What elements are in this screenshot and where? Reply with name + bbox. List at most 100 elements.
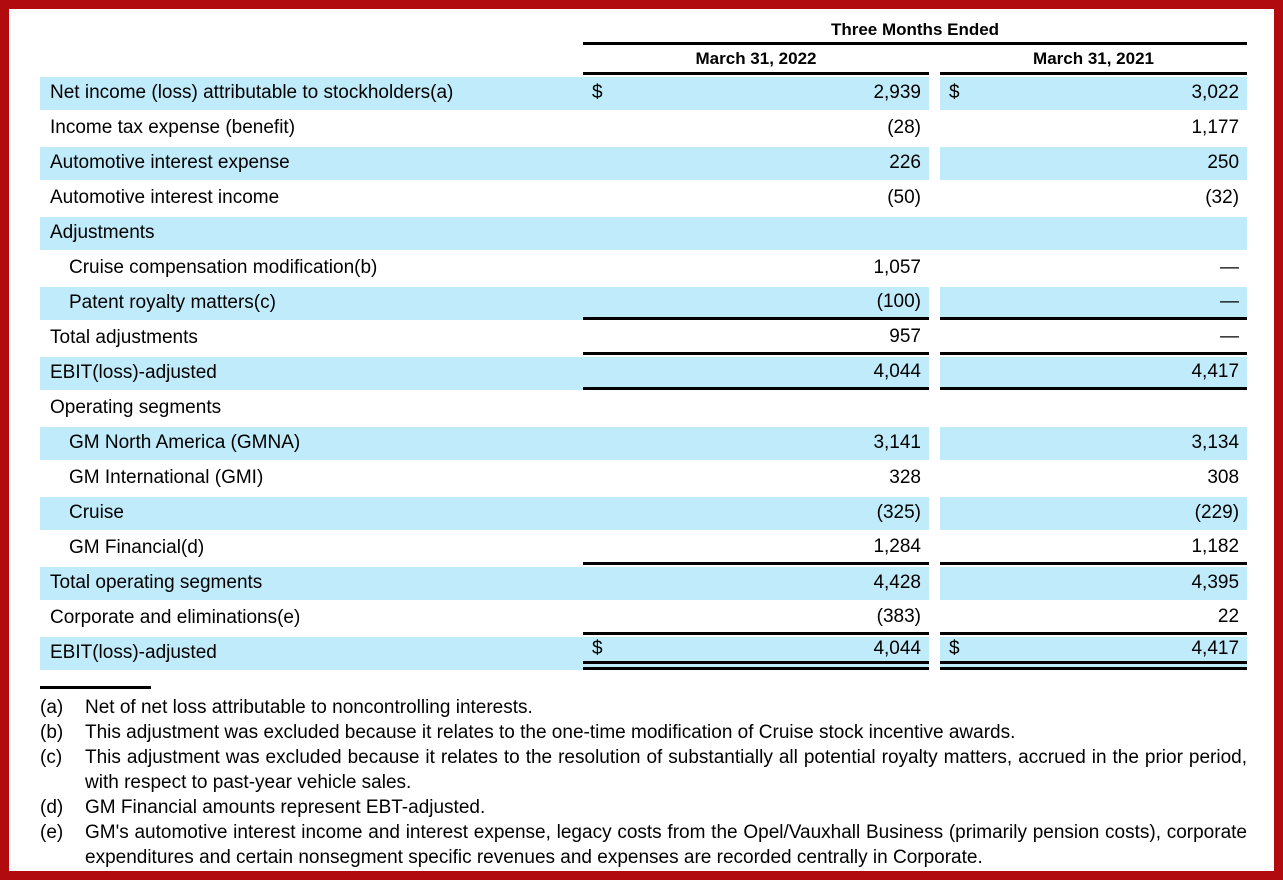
value-wrapper: $3,022	[940, 82, 1247, 104]
value-text: 4,428	[873, 572, 921, 594]
value-text: 4,417	[1191, 360, 1240, 382]
value-wrapper: (50)	[583, 187, 929, 209]
value-text: (229)	[1194, 502, 1240, 524]
column-gap	[929, 47, 940, 75]
value-wrapper: 4,395	[940, 572, 1247, 594]
value-2022: (28)	[583, 112, 929, 145]
row-label: Cruise	[40, 497, 583, 530]
value-wrapper: 308	[940, 467, 1247, 489]
footnote: (c) This adjustment was excluded because …	[40, 745, 1247, 795]
value-wrapper: —	[940, 257, 1247, 279]
row-label: Automotive interest income	[50, 187, 280, 209]
row-label: GM North America (GMNA)	[40, 427, 583, 460]
value-text: 1,177	[1191, 117, 1240, 139]
column-gap	[929, 637, 940, 670]
value-2022: 4,044	[583, 357, 929, 390]
value-text: 4,044	[873, 360, 921, 382]
value-text: 1,284	[873, 535, 921, 557]
value-wrapper: $2,939	[583, 82, 929, 104]
value-wrapper: $4,044	[583, 637, 929, 660]
value-text: —	[1220, 257, 1240, 279]
value-text: (383)	[876, 605, 921, 627]
table-row: EBIT(loss)-adjusted $4,044 $4,417	[40, 637, 1248, 670]
value-wrapper: (28)	[583, 117, 929, 139]
value-text: (50)	[887, 187, 921, 209]
column-gap	[929, 602, 940, 635]
value-wrapper: (229)	[940, 502, 1247, 524]
value-text: 250	[1207, 152, 1240, 174]
column-gap	[929, 322, 940, 355]
value-wrapper: 1,177	[940, 117, 1247, 139]
row-label: Patent royalty matters(c)	[40, 287, 583, 320]
value-text: —	[1220, 290, 1240, 312]
value-2021: (229)	[940, 497, 1248, 530]
value-2021: 1,182	[940, 532, 1248, 565]
value-text: (32)	[1205, 187, 1240, 209]
value-wrapper: (325)	[583, 502, 929, 524]
value-wrapper: 1,284	[583, 535, 929, 558]
row-label: Income tax expense (benefit)	[50, 117, 296, 139]
value-wrapper: 4,417	[940, 360, 1247, 383]
value-text: 4,417	[1191, 637, 1240, 659]
value-text: 22	[1217, 605, 1240, 627]
footnote-text: This adjustment was excluded because it …	[85, 747, 1247, 793]
column-gap	[929, 567, 940, 600]
footnote: (a) Net of net loss attributable to nonco…	[40, 695, 1247, 720]
footnote: (e) GM's automotive interest income and i…	[40, 820, 1247, 870]
column-gap	[929, 497, 940, 530]
value-2022: (100)	[583, 287, 929, 320]
column-gap	[929, 462, 940, 495]
dollar-sign: $	[949, 637, 960, 659]
footnote-text: GM's automotive interest income and inte…	[85, 822, 1247, 868]
table-row: GM North America (GMNA) 3,141 3,134	[40, 427, 1248, 460]
value-2022: 1,284	[583, 532, 929, 565]
column-gap	[929, 112, 940, 145]
value-wrapper: 3,141	[583, 432, 929, 454]
row-label: Total operating segments	[40, 567, 583, 600]
value-text: 308	[1207, 467, 1240, 489]
footnote-marker: (b)	[40, 722, 64, 743]
footnote-marker: (a)	[40, 697, 64, 718]
row-label: Automotive interest expense	[40, 147, 583, 180]
table-row: Automotive interest income (50) (32)	[40, 182, 1247, 215]
table-row: GM Financial(d) 1,284 1,182	[40, 532, 1248, 565]
value-wrapper: 1,057	[583, 257, 929, 279]
footnote: (d) GM Financial amounts represent EBT-ad…	[40, 795, 1247, 820]
value-wrapper: 3,134	[940, 432, 1247, 454]
footnote-marker: (e)	[40, 822, 64, 843]
table-row: Automotive interest expense 226 250	[40, 147, 1248, 180]
table-row: EBIT(loss)-adjusted 4,044 4,417	[40, 357, 1248, 390]
value-wrapper: 1,182	[940, 536, 1247, 558]
footnote-text: GM Financial amounts represent EBT-adjus…	[85, 797, 486, 818]
value-text: 226	[889, 152, 921, 174]
column-gap	[929, 357, 940, 390]
value-wrapper: 957	[583, 326, 929, 348]
value-text: 1,057	[873, 257, 921, 279]
value-text: 4,044	[873, 637, 921, 659]
table-row: Operating segments	[40, 392, 1247, 425]
value-2022: 1,057	[583, 252, 929, 285]
value-2021: 22	[940, 602, 1248, 635]
column-gap	[929, 147, 940, 180]
value-2022: 957	[583, 322, 929, 355]
value-2021: —	[940, 287, 1248, 320]
value-wrapper: 226	[583, 152, 929, 174]
column-header-row: March 31, 2022 March 31, 2021	[40, 47, 1248, 75]
dollar-sign: $	[949, 82, 960, 104]
column-gap	[929, 252, 940, 285]
section-label: Operating segments	[50, 397, 222, 419]
value-2022: (383)	[583, 602, 929, 635]
row-label: Corporate and eliminations(e)	[50, 607, 301, 629]
value-wrapper: —	[940, 326, 1247, 348]
value-2021: $3,022	[940, 77, 1248, 110]
column-gap	[929, 182, 940, 215]
footnotes-section: (a) Net of net loss attributable to nonco…	[40, 686, 1247, 870]
column-gap	[929, 532, 940, 565]
value-2021: 308	[940, 462, 1247, 495]
value-2021: —	[940, 322, 1248, 355]
value-wrapper: —	[940, 290, 1247, 313]
value-text: 3,141	[873, 432, 921, 454]
table-row: Income tax expense (benefit) (28) 1,177	[40, 112, 1247, 145]
value-text: (325)	[876, 502, 921, 524]
